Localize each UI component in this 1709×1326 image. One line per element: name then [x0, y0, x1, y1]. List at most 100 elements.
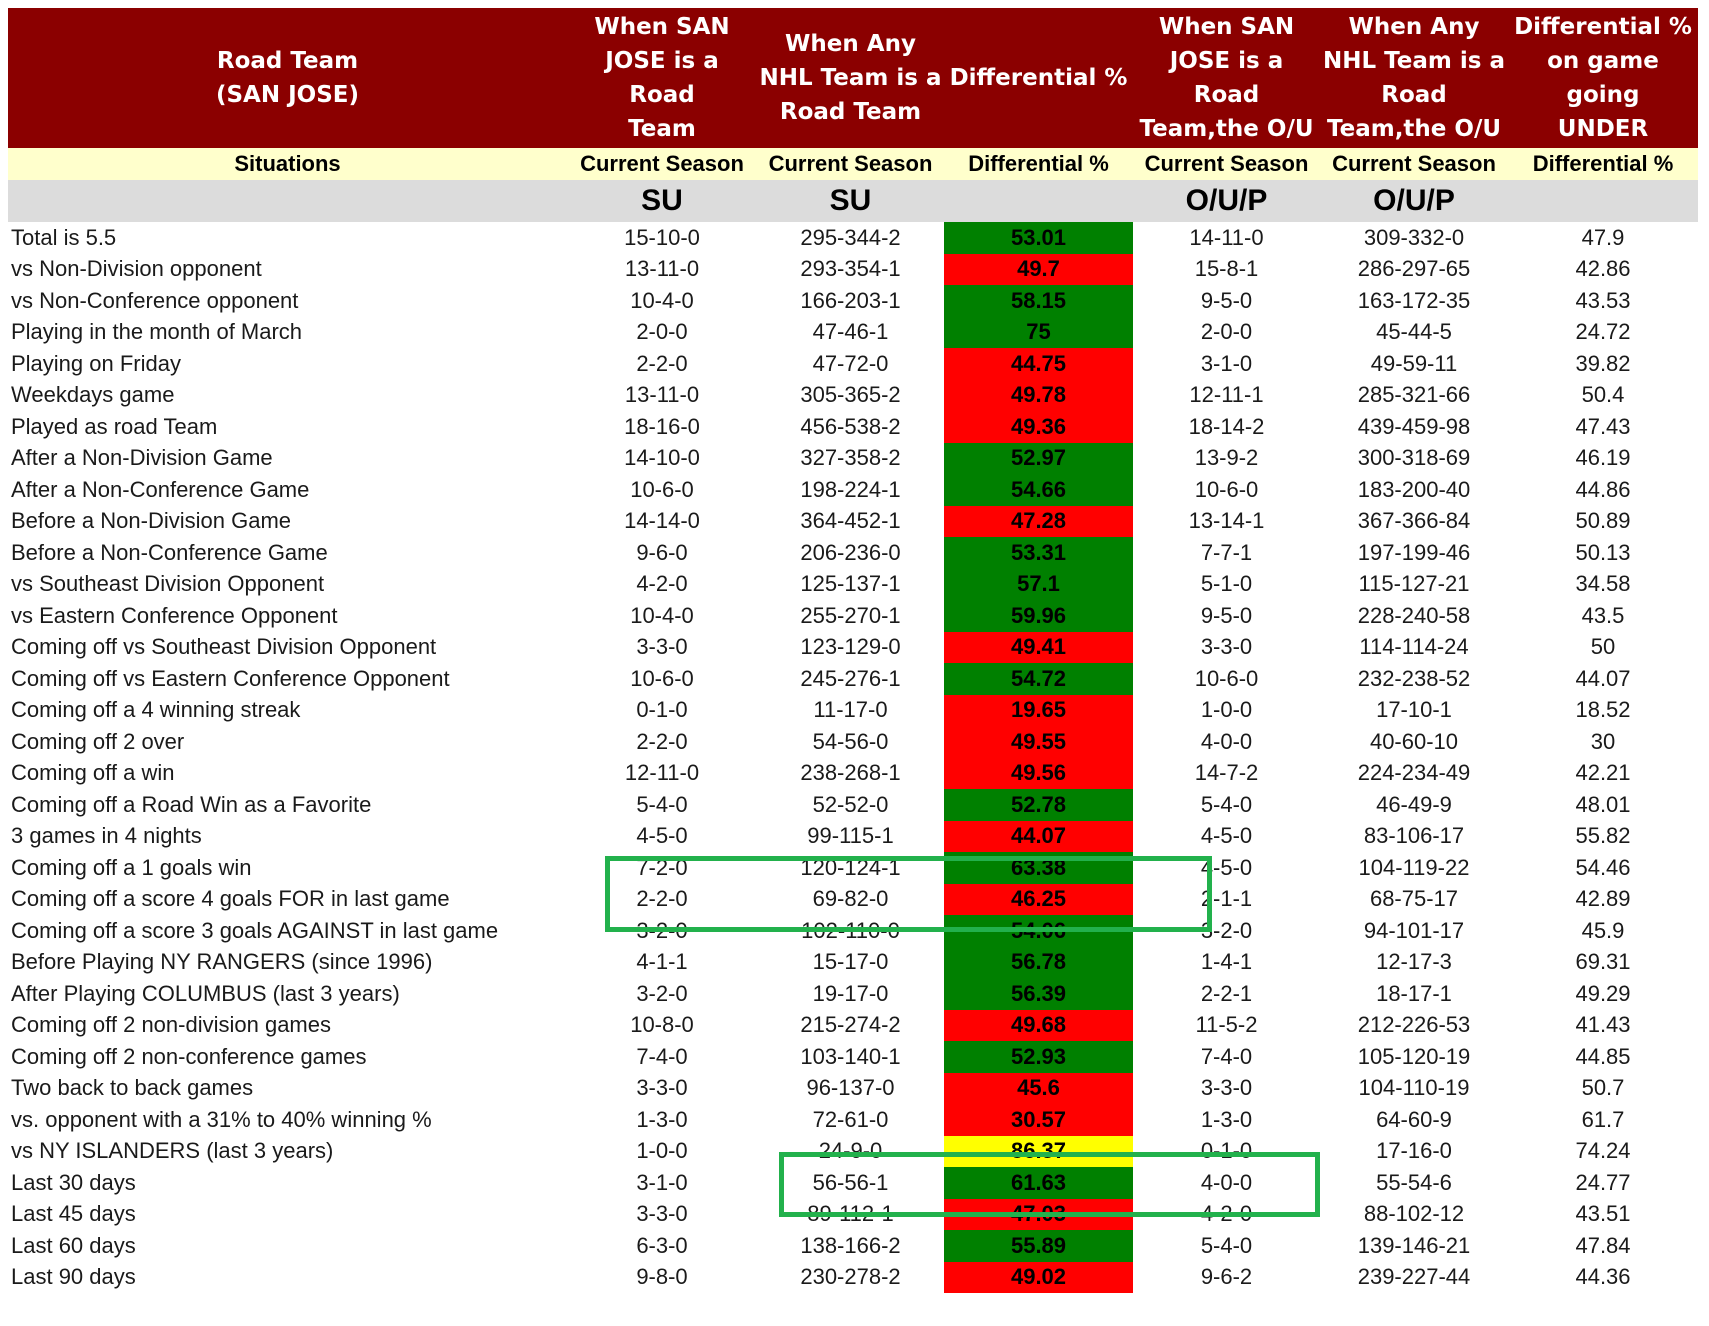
situation-cell: Played as road Team [11, 413, 218, 439]
team-su-cell: 6-3-0 [636, 1232, 688, 1258]
diff-cell: 56.78 [944, 946, 1133, 978]
situation-cell: vs NY ISLANDERS (last 3 years) [11, 1138, 334, 1164]
any-su-cell: 103-140-1 [800, 1043, 901, 1069]
team-ou-cell: 14-11-0 [1189, 224, 1264, 250]
any-su-cell: 47-72-0 [812, 350, 889, 376]
any-su-cell: 215-274-2 [800, 1012, 901, 1038]
under-diff-cell: 24.77 [1575, 1169, 1631, 1195]
diff-cell: 52.78 [944, 789, 1133, 821]
team-su-cell: 2-0-0 [636, 319, 688, 345]
team-su-cell: 15-10-0 [624, 224, 700, 250]
team-ou-cell: 7-7-1 [1200, 539, 1253, 565]
team-su-cell: 2-2-0 [636, 350, 688, 376]
table-row: vs NY ISLANDERS (last 3 years) 1-0-0 24-9-… [8, 1135, 1698, 1167]
under-diff-cell: 54.46 [1575, 854, 1631, 880]
diff-cell: 49.78 [944, 379, 1133, 411]
any-ou-cell: 367-366-84 [1357, 508, 1471, 534]
diff-cell: 86.37 [944, 1135, 1133, 1167]
team-ou-cell: 12-11-1 [1189, 382, 1264, 408]
team-ou-cell: 5-4-0 [1200, 791, 1253, 817]
team-su-cell: 7-4-0 [636, 1043, 688, 1069]
under-diff-cell: 47.84 [1575, 1232, 1631, 1258]
diff-cell: 57.1 [944, 568, 1133, 600]
team-su-cell: 1-0-0 [636, 1138, 688, 1164]
team-ou-cell: 3-3-0 [1200, 1075, 1253, 1101]
table-row: Coming off vs Eastern Conference Opponen… [8, 663, 1698, 695]
under-diff-cell: 69.31 [1575, 949, 1631, 975]
table-row: Coming off a 4 winning streak 0-1-0 11-17-… [8, 694, 1698, 726]
situation-cell: Two back to back games [11, 1075, 254, 1101]
subheader-situations: Situations [8, 148, 567, 180]
team-su-cell: 10-4-0 [630, 287, 694, 313]
any-su-cell: 245-276-1 [800, 665, 901, 691]
subheader-row: Situations Current Season Current Season… [8, 148, 1698, 180]
under-diff-cell: 61.7 [1581, 1106, 1625, 1132]
any-ou-cell: 49-59-11 [1370, 350, 1458, 376]
under-diff-cell: 50.89 [1575, 508, 1631, 534]
diff-cell: 49.36 [944, 411, 1133, 443]
header-road-team: Road Team (SAN JOSE) [8, 8, 567, 148]
table-row: Total is 5.5 15-10-0 295-344-2 53.01 14-11-0… [8, 222, 1698, 254]
team-su-cell: 14-10-0 [624, 445, 700, 471]
diff-cell: 47.03 [944, 1198, 1133, 1230]
table-row: Last 90 days 9-8-0 230-278-2 49.02 9-6-2 239-… [8, 1261, 1698, 1293]
team-ou-cell: 4-5-0 [1200, 854, 1253, 880]
header-team-ou: When SAN JOSE is a Road Team,the O/U [1133, 8, 1320, 148]
team-ou-cell: 13-14-1 [1188, 508, 1265, 534]
team-su-cell: 5-4-0 [636, 791, 688, 817]
under-diff-cell: 34.58 [1575, 571, 1631, 597]
subheader-team-ou-season: Current Season [1133, 148, 1320, 180]
table-row: Playing on Friday 2-2-0 47-72-0 44.75 3-1-0 4… [8, 348, 1698, 380]
any-su-cell: 47-46-1 [812, 319, 889, 345]
team-su-cell: 12-11-0 [624, 760, 700, 786]
table-row: Coming off a win 12-11-0 238-268-1 49.56 14-… [8, 757, 1698, 789]
diff-cell: 55.89 [944, 1230, 1133, 1262]
header-diff-under: Differential % on game going UNDER [1508, 8, 1698, 148]
units-blank-diff [944, 180, 1133, 222]
table-row: vs Non-Division opponent 13-11-0 293-354-1… [8, 253, 1698, 285]
any-ou-cell: 139-146-21 [1357, 1232, 1471, 1258]
situation-cell: Coming off a win [11, 760, 175, 786]
header-any-ou: When Any NHL Team is a Road Team,the O/U [1320, 8, 1508, 148]
any-su-cell: 102-110-0 [801, 917, 900, 943]
situation-cell: Coming off a score 3 goals AGAINST in la… [11, 917, 499, 943]
any-ou-cell: 114-114-24 [1359, 634, 1469, 660]
any-ou-cell: 286-297-65 [1357, 256, 1471, 282]
team-ou-cell: 1-3-0 [1200, 1106, 1253, 1132]
table-row: vs. opponent with a 31% to 40% winning %… [8, 1104, 1698, 1136]
team-su-cell: 2-2-0 [636, 886, 688, 912]
team-ou-cell: 15-8-1 [1194, 256, 1259, 282]
table-row: vs Non-Conference opponent 10-4-0 166-203-… [8, 285, 1698, 317]
table-row: Before a Non-Division Game 14-14-0 364-452… [8, 505, 1698, 537]
any-su-cell: 72-61-0 [812, 1106, 889, 1132]
situation-cell: Last 90 days [11, 1264, 136, 1290]
any-su-cell: 125-137-1 [800, 571, 901, 597]
team-su-cell: 4-2-0 [636, 571, 688, 597]
diff-cell: 47.28 [944, 505, 1133, 537]
units-any-ou: O/U/P [1320, 180, 1508, 222]
table-row: Coming off a score 3 goals AGAINST in la… [8, 915, 1698, 947]
situation-cell: Weekdays game [11, 382, 175, 408]
team-ou-cell: 4-0-0 [1200, 728, 1253, 754]
team-su-cell: 3-2-0 [636, 917, 688, 943]
team-ou-cell: 9-6-2 [1200, 1264, 1253, 1290]
any-su-cell: 138-166-2 [800, 1232, 901, 1258]
any-ou-cell: 45-44-5 [1376, 319, 1452, 345]
any-ou-cell: 17-16-0 [1376, 1138, 1452, 1164]
table-row: Coming off a Road Win as a Favorite 5-4-0… [8, 789, 1698, 821]
any-su-cell: 364-452-1 [800, 508, 901, 534]
table-row: Played as road Team 18-16-0 456-538-2 49.36… [8, 411, 1698, 443]
under-diff-cell: 30 [1590, 728, 1616, 754]
team-ou-cell: 10-6-0 [1194, 665, 1259, 691]
situation-cell: vs Eastern Conference Opponent [11, 602, 338, 628]
any-ou-cell: 94-101-17 [1363, 917, 1465, 943]
team-ou-cell: 2-2-1 [1200, 980, 1253, 1006]
any-su-cell: 15-17-0 [812, 949, 889, 975]
any-su-cell: 206-236-0 [800, 539, 901, 565]
diff-cell: 44.75 [944, 348, 1133, 380]
team-su-cell: 3-1-0 [636, 1169, 688, 1195]
under-diff-cell: 43.53 [1575, 287, 1631, 313]
any-ou-cell: 105-120-19 [1357, 1043, 1471, 1069]
any-ou-cell: 46-49-9 [1376, 791, 1452, 817]
team-su-cell: 7-2-0 [636, 854, 688, 880]
